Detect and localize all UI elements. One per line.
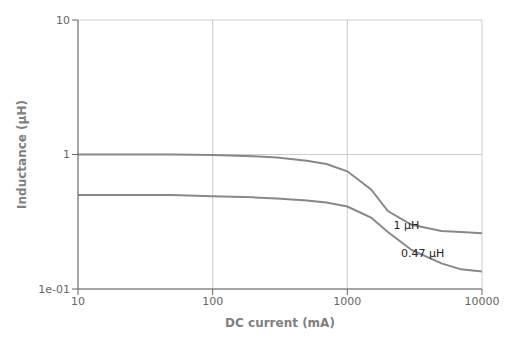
svg-text:1000: 1000 xyxy=(333,295,361,308)
svg-text:1 μH: 1 μH xyxy=(393,219,419,232)
svg-text:0.47 μH: 0.47 μH xyxy=(401,247,444,260)
svg-text:100: 100 xyxy=(202,295,223,308)
svg-text:10: 10 xyxy=(56,14,70,27)
svg-text:Inductance (μH): Inductance (μH) xyxy=(15,100,29,209)
svg-text:10000: 10000 xyxy=(465,295,500,308)
svg-text:10: 10 xyxy=(71,295,85,308)
svg-text:1e-01: 1e-01 xyxy=(38,283,70,296)
svg-text:1: 1 xyxy=(63,148,70,161)
svg-text:DC current (mA): DC current (mA) xyxy=(225,316,335,330)
